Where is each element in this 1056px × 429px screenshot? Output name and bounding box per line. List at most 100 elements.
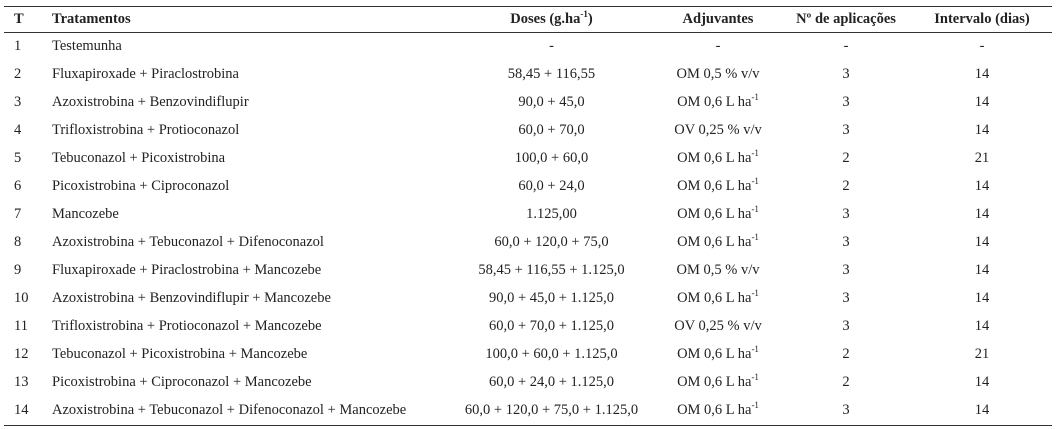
cell-adjuvante-sup: -1 (751, 204, 759, 214)
cell-adjuvante: - (656, 32, 780, 60)
cell-aplicacoes: - (843, 37, 849, 54)
cell-adjuvante-text: OM 0,6 L ha (677, 289, 752, 306)
cell-adjuvante-text: OM 0,6 L ha (677, 401, 752, 418)
table-bottom-rule (4, 425, 1052, 426)
cell-doses: 60,0 + 120,0 + 75,0 (494, 233, 609, 250)
cell-aplicacoes: 3 (842, 401, 850, 418)
cell-aplicacoes: 3 (842, 205, 850, 222)
cell-t: 5 (14, 149, 22, 166)
cell-aplicacoes: 3 (842, 93, 850, 110)
cell-adjuvante-sup: -1 (751, 288, 759, 298)
cell-t: 1 (14, 37, 22, 54)
cell-aplicacoes: 3 (842, 261, 850, 278)
table-row: 13 Picoxistrobina + Ciproconazol + Mancoz… (4, 368, 1052, 396)
cell-t: 6 (14, 177, 22, 194)
header-doses-close: ) (587, 10, 593, 27)
cell-adjuvante-sup: -1 (751, 92, 759, 102)
cell-adjuvante: OV 0,25 % v/v (656, 312, 780, 340)
cell-adjuvante-sup: -1 (751, 344, 759, 354)
cell-aplicacoes: 3 (842, 317, 850, 334)
cell-adjuvante-sup: -1 (751, 176, 759, 186)
cell-doses: 100,0 + 60,0 (514, 149, 589, 166)
cell-adjuvante-sup: -1 (751, 372, 759, 382)
cell-adjuvante-text: OM 0,6 L ha (677, 177, 752, 194)
cell-adjuvante-text: OM 0,6 L ha (677, 233, 752, 250)
cell-intervalo: 21 (974, 345, 990, 362)
cell-intervalo: 14 (974, 233, 990, 250)
cell-doses: - (549, 37, 554, 54)
cell-doses: 60,0 + 24,0 (518, 177, 585, 194)
cell-doses: 90,0 + 45,0 (518, 93, 585, 110)
cell-doses: 90,0 + 45,0 + 1.125,0 (488, 289, 615, 306)
cell-adjuvante: OM 0,6 L ha -1 (656, 340, 780, 368)
cell-doses: 60,0 + 70,0 + 1.125,0 (488, 317, 615, 334)
table-top-rule (4, 6, 1052, 7)
cell-tratamento: Azoxistrobina + Benzovindiflupir (52, 93, 249, 110)
cell-intervalo: 21 (974, 149, 990, 166)
table-row: 4 Trifloxistrobina + Protioconazol 60,0 + … (4, 116, 1052, 144)
cell-aplicacoes: 3 (842, 289, 850, 306)
cell-adjuvante: OM 0,6 L ha -1 (656, 200, 780, 228)
table-row: 3 Azoxistrobina + Benzovindiflupir 90,0 + … (4, 88, 1052, 116)
cell-aplicacoes: 2 (842, 177, 850, 194)
cell-adjuvante-text: OM 0,5 % v/v (676, 261, 760, 278)
cell-intervalo: 14 (974, 261, 990, 278)
cell-adjuvante-text: OM 0,6 L ha (677, 345, 752, 362)
cell-doses: 100,0 + 60,0 + 1.125,0 (485, 345, 618, 362)
cell-intervalo: - (979, 37, 985, 54)
cell-t: 9 (14, 261, 22, 278)
cell-t: 10 (14, 289, 29, 306)
cell-intervalo: 14 (974, 401, 990, 418)
cell-adjuvante: OM 0,6 L ha -1 (656, 228, 780, 256)
cell-intervalo: 14 (974, 289, 990, 306)
cell-aplicacoes: 3 (842, 233, 850, 250)
cell-tratamento: Mancozebe (52, 205, 119, 222)
cell-tratamento: Tebuconazol + Picoxistrobina + Mancozebe (52, 345, 308, 362)
cell-tratamento: Trifloxistrobina + Protioconazol (52, 121, 240, 138)
table-row: 11 Trifloxistrobina + Protioconazol + Man… (4, 312, 1052, 340)
cell-adjuvante: OM 0,6 L ha -1 (656, 284, 780, 312)
cell-adjuvante-text: OM 0,5 % v/v (676, 65, 760, 82)
cell-adjuvante: OM 0,6 L ha -1 (656, 144, 780, 172)
cell-doses: 58,45 + 116,55 (507, 65, 596, 82)
table-row: 2 Fluxapiroxade + Piraclostrobina 58,45 + … (4, 60, 1052, 88)
header-aplicacoes: Nº de aplicações (796, 10, 896, 27)
cell-t: 13 (14, 373, 29, 390)
cell-aplicacoes: 3 (842, 65, 850, 82)
cell-intervalo: 14 (974, 93, 990, 110)
header-intervalo: Intervalo (dias) (934, 10, 1030, 27)
cell-adjuvante: OM 0,6 L ha -1 (656, 368, 780, 396)
cell-adjuvante: OM 0,6 L ha -1 (656, 172, 780, 200)
cell-adjuvante-sup: -1 (751, 232, 759, 242)
cell-adjuvante-text: OM 0,6 L ha (677, 205, 752, 222)
header-adjuvantes: Adjuvantes (682, 10, 754, 27)
cell-t: 2 (14, 65, 22, 82)
cell-adjuvante: OM 0,6 L ha -1 (656, 88, 780, 116)
header-tratamentos: Tratamentos (52, 10, 131, 27)
cell-adjuvante-sup: -1 (751, 400, 759, 410)
cell-intervalo: 14 (974, 121, 990, 138)
table-row: 8 Azoxistrobina + Tebuconazol + Difenocon… (4, 228, 1052, 256)
header-doses-sup: -1 (580, 9, 588, 19)
table-row: 10 Azoxistrobina + Benzovindiflupir + Man… (4, 284, 1052, 312)
table-row: 6 Picoxistrobina + Ciproconazol 60,0 + 24,… (4, 172, 1052, 200)
cell-t: 4 (14, 121, 22, 138)
cell-aplicacoes: 2 (842, 373, 850, 390)
cell-adjuvante-text: OM 0,6 L ha (677, 93, 752, 110)
cell-intervalo: 14 (974, 205, 990, 222)
cell-tratamento: Fluxapiroxade + Piraclostrobina + Mancoz… (52, 261, 322, 278)
cell-doses: 1.125,00 (526, 205, 577, 222)
cell-adjuvante-text: OM 0,6 L ha (677, 149, 752, 166)
cell-intervalo: 14 (974, 65, 990, 82)
cell-adjuvante-text: OM 0,6 L ha (677, 373, 752, 390)
cell-tratamento: Picoxistrobina + Ciproconazol (52, 177, 230, 194)
cell-tratamento: Testemunha (52, 37, 122, 54)
cell-t: 7 (14, 205, 22, 222)
cell-adjuvante-text: OV 0,25 % v/v (674, 121, 762, 138)
cell-tratamento: Picoxistrobina + Ciproconazol + Mancozeb… (52, 373, 312, 390)
cell-tratamento: Azoxistrobina + Tebuconazol + Difenocona… (52, 401, 407, 418)
table-row: 1 Testemunha - - - - (4, 32, 1052, 60)
cell-intervalo: 14 (974, 373, 990, 390)
cell-adjuvante: OV 0,25 % v/v (656, 116, 780, 144)
table-row: 12 Tebuconazol + Picoxistrobina + Mancoze… (4, 340, 1052, 368)
